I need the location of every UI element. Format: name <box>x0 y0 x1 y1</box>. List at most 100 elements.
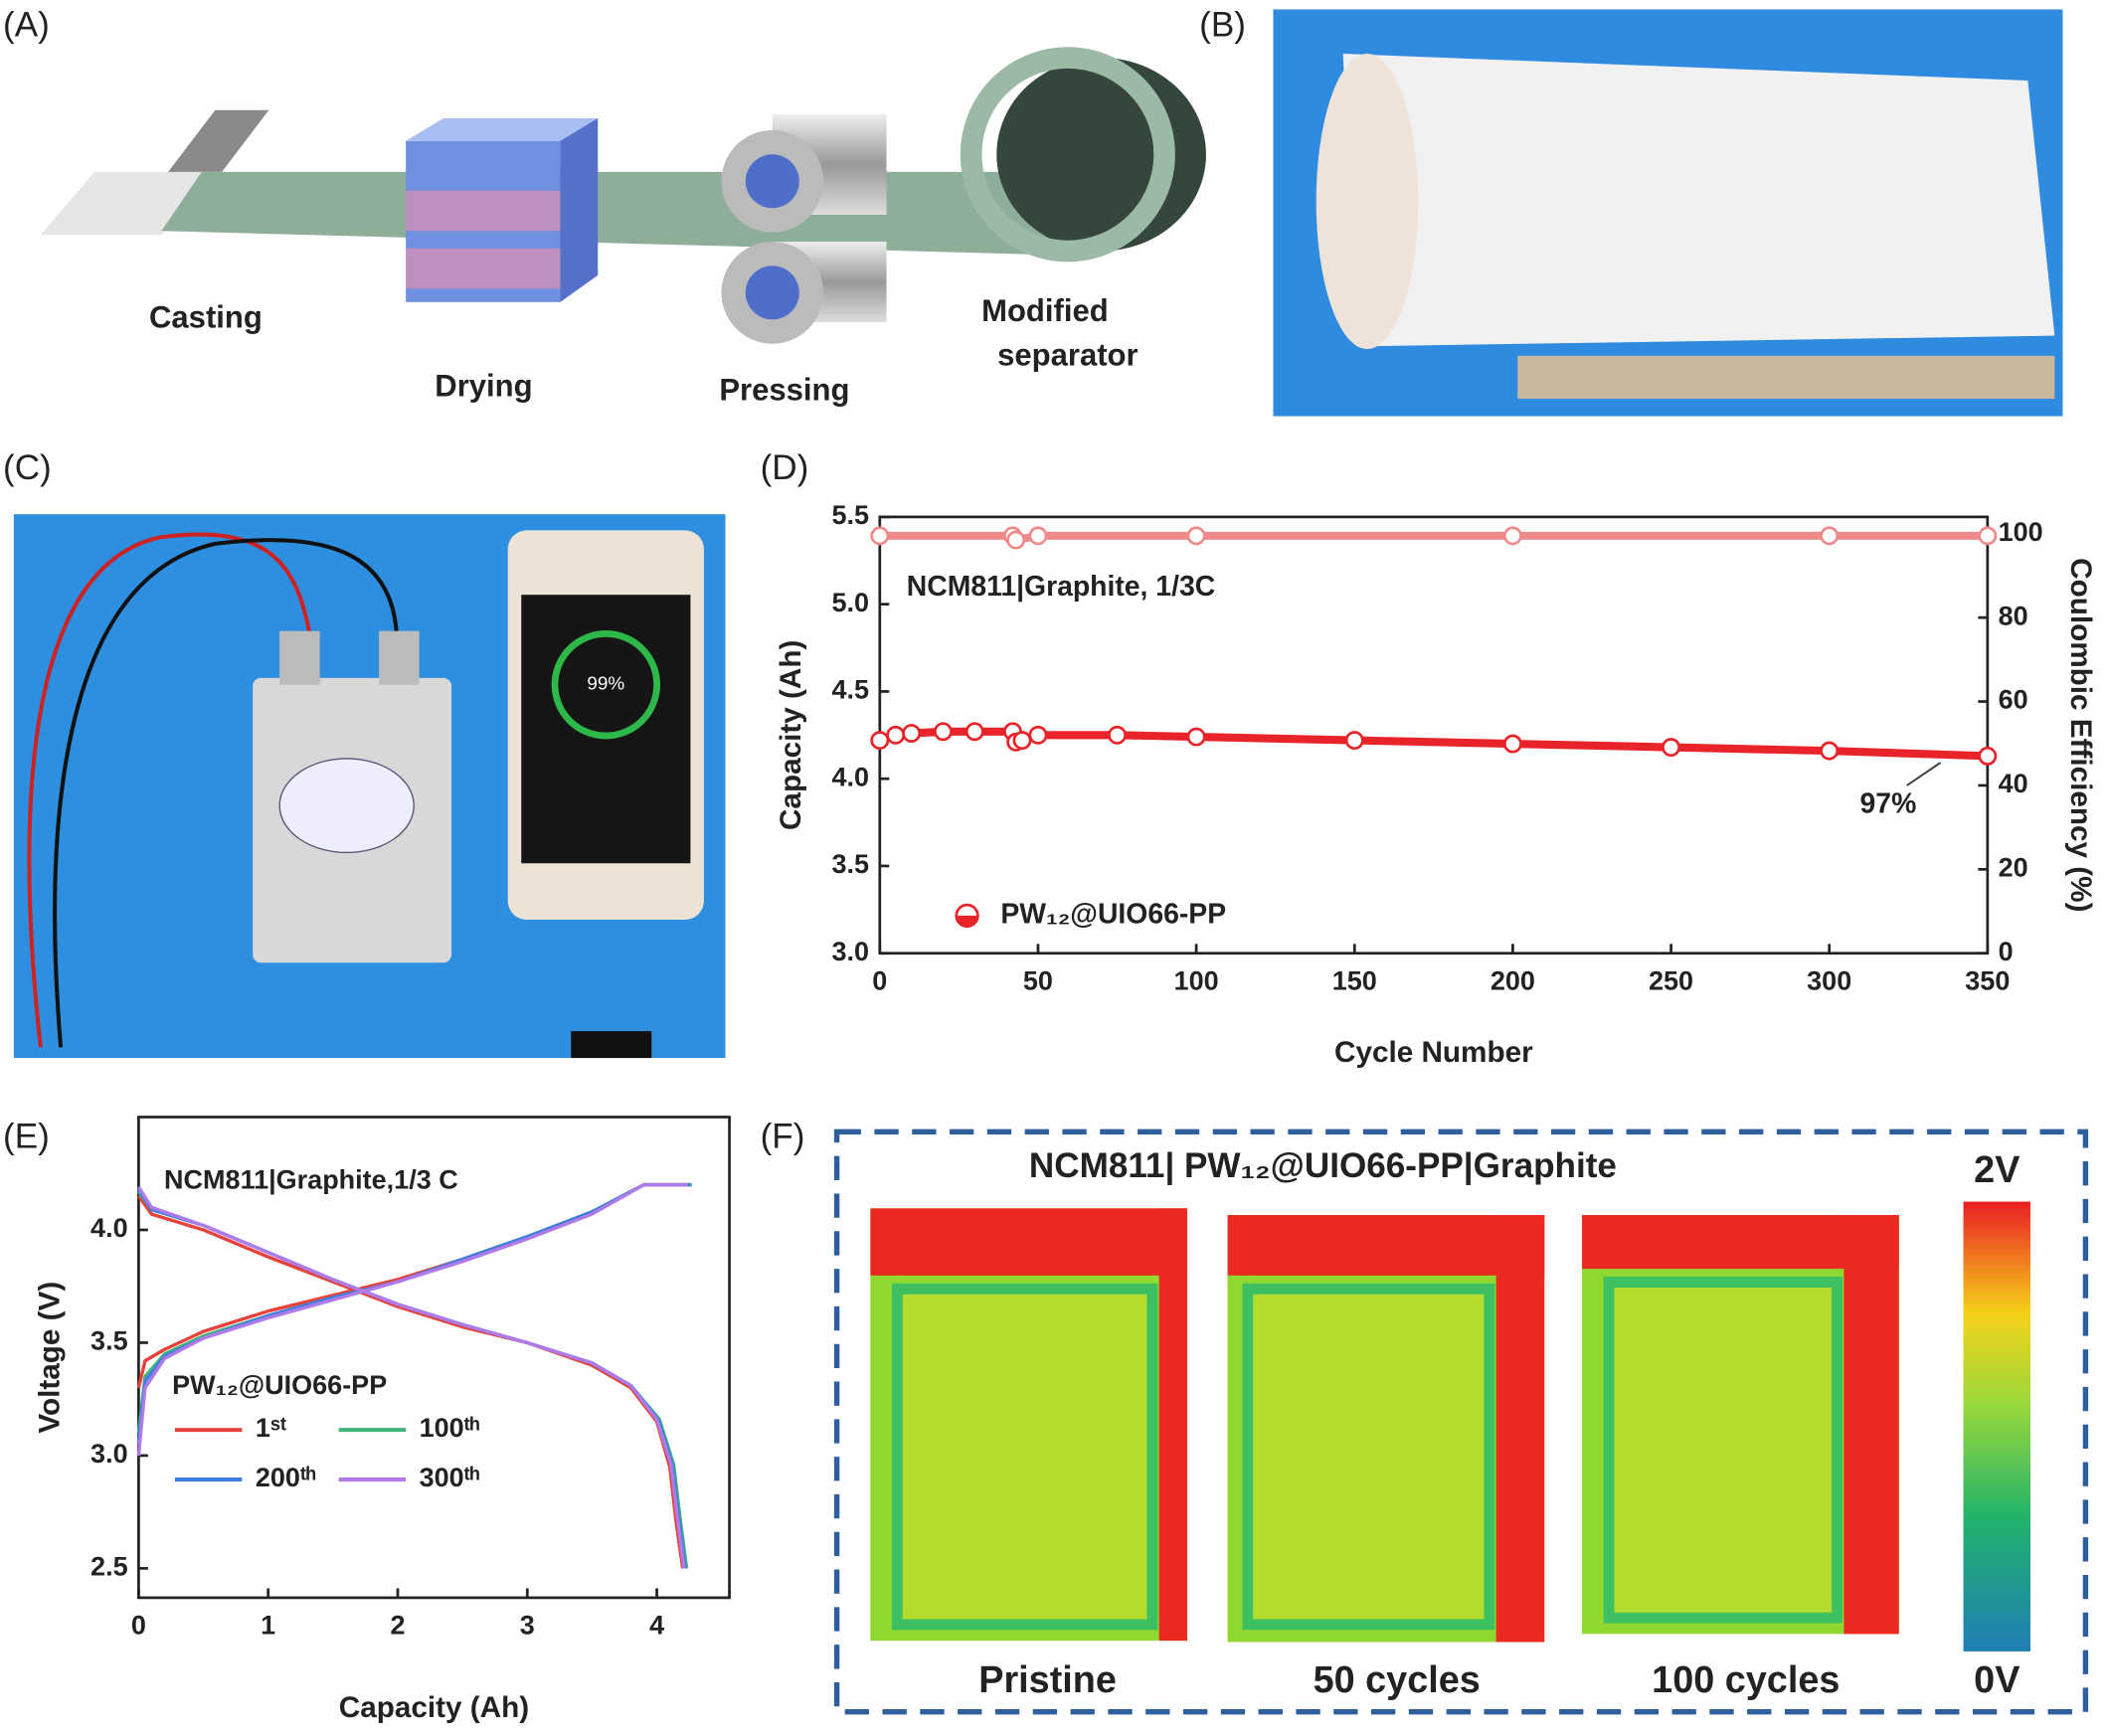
wire <box>53 538 399 1048</box>
image-core <box>891 1283 1158 1631</box>
device-photo: 99% <box>13 514 726 1059</box>
panel-label: (A) <box>3 5 50 44</box>
charger <box>571 1031 652 1059</box>
y-tick-label: 2.5 <box>90 1552 128 1582</box>
cell-tab <box>279 630 320 685</box>
film <box>161 171 1062 256</box>
panel-label: (B) <box>1199 5 1246 44</box>
panel-label: (C) <box>3 448 52 487</box>
data-point <box>1978 746 1998 766</box>
plot-frame <box>137 1116 731 1600</box>
image-hot-edge <box>1495 1215 1545 1643</box>
legend-marker-fill <box>956 915 978 927</box>
data-point <box>870 526 890 546</box>
phone-screen <box>521 595 691 864</box>
x-tick-label: 3 <box>520 1611 535 1641</box>
x-tick-label: 4 <box>649 1611 664 1641</box>
legend-label: 100ᵗʰ <box>420 1413 480 1443</box>
x-tick-label: 350 <box>1965 966 2010 996</box>
dryer-coils <box>406 190 561 232</box>
data-point <box>1186 526 1206 546</box>
x-tick-label: 300 <box>1807 966 1851 996</box>
data-point <box>870 731 890 751</box>
separator-roll-rim <box>960 47 1175 262</box>
data-point <box>1344 731 1364 751</box>
data-point <box>1006 530 1026 550</box>
y-tick-label: 3.5 <box>90 1326 128 1356</box>
casting-blade <box>168 109 269 172</box>
ruler <box>1517 355 2055 400</box>
image-hot-edge <box>1843 1215 1899 1635</box>
x-tick-label: 0 <box>131 1611 146 1641</box>
dryer-coils <box>406 248 561 289</box>
x-tick-label: 150 <box>1332 966 1377 996</box>
data-point <box>1820 526 1840 546</box>
x-tick-label: 200 <box>1491 966 1535 996</box>
image-hot-edge <box>870 1208 1188 1276</box>
data-point <box>1820 741 1840 761</box>
data-point <box>1012 731 1032 751</box>
x-tick-label: 100 <box>1174 966 1219 996</box>
separator-photo <box>1273 9 2063 417</box>
series-line <box>136 1182 688 1569</box>
legend-label: 1ˢᵗ <box>256 1413 286 1443</box>
y2-tick-label: 40 <box>1999 769 2028 798</box>
charge-ring <box>551 629 661 740</box>
y2-tick-label: 80 <box>1999 601 2028 630</box>
data-point <box>902 724 922 744</box>
step-label: Casting <box>149 300 263 335</box>
data-point <box>934 722 953 742</box>
panel-frame <box>833 1128 2089 1715</box>
y-axis-label: Capacity (Ah) <box>775 640 807 830</box>
color-bar-label: 2V <box>1974 1149 2019 1191</box>
x-axis-label: Cycle Number <box>1334 1036 1533 1069</box>
dryer-top <box>406 117 599 141</box>
thermal-image <box>1227 1215 1545 1643</box>
legend-title: PW₁₂@UIO66-PP <box>172 1370 387 1400</box>
y2-tick-label: 20 <box>1999 852 2028 882</box>
dryer-side <box>560 117 599 302</box>
color-bar <box>1963 1201 2031 1651</box>
x-tick-label: 2 <box>390 1611 405 1641</box>
data-point <box>1108 725 1127 745</box>
image-caption: Pristine <box>978 1659 1117 1701</box>
y-tick-label: 4.0 <box>831 762 869 791</box>
data-point <box>1502 526 1522 546</box>
x-tick-label: 50 <box>1023 966 1053 996</box>
cell-tab <box>379 630 420 685</box>
annotation-arrow <box>1906 762 1942 786</box>
step-label: Drying <box>435 368 532 403</box>
image-core <box>1242 1283 1495 1631</box>
panel-label: (E) <box>3 1117 50 1155</box>
y-tick-label: 4.5 <box>831 675 869 705</box>
separator-roll <box>1316 54 1419 350</box>
screen-text: 99% <box>587 674 624 695</box>
x-tick-label: 1 <box>261 1611 275 1641</box>
x-tick-label: 250 <box>1649 966 1693 996</box>
data-point <box>1662 738 1680 758</box>
data-point <box>1978 526 1998 546</box>
y-tick-label: 3.0 <box>831 937 869 966</box>
panel-title: NCM811| PW₁₂@UIO66-PP|Graphite <box>1029 1146 1617 1185</box>
panel-label: (D) <box>761 448 809 487</box>
roller-core <box>745 265 799 320</box>
thermal-panel: NCM811| PW₁₂@UIO66-PP|Graphite Pristine … <box>833 1128 2089 1715</box>
y-tick-label: 3.0 <box>90 1439 128 1469</box>
step-label: separator <box>997 337 1138 372</box>
image-core <box>1603 1277 1843 1624</box>
y-tick-label: 4.0 <box>90 1213 128 1243</box>
roller-core <box>745 154 799 209</box>
image-caption: 50 cycles <box>1314 1659 1481 1701</box>
data-point <box>1028 725 1048 745</box>
separator-sheet <box>1342 54 2055 347</box>
data-point <box>965 722 984 742</box>
image-caption: 100 cycles <box>1652 1659 1840 1701</box>
thermal-image <box>1582 1215 1899 1635</box>
image-hot-edge <box>1158 1208 1188 1642</box>
y2-tick-label: 60 <box>1999 685 2028 715</box>
image-hot-edge <box>1227 1215 1545 1276</box>
data-point <box>886 725 906 745</box>
